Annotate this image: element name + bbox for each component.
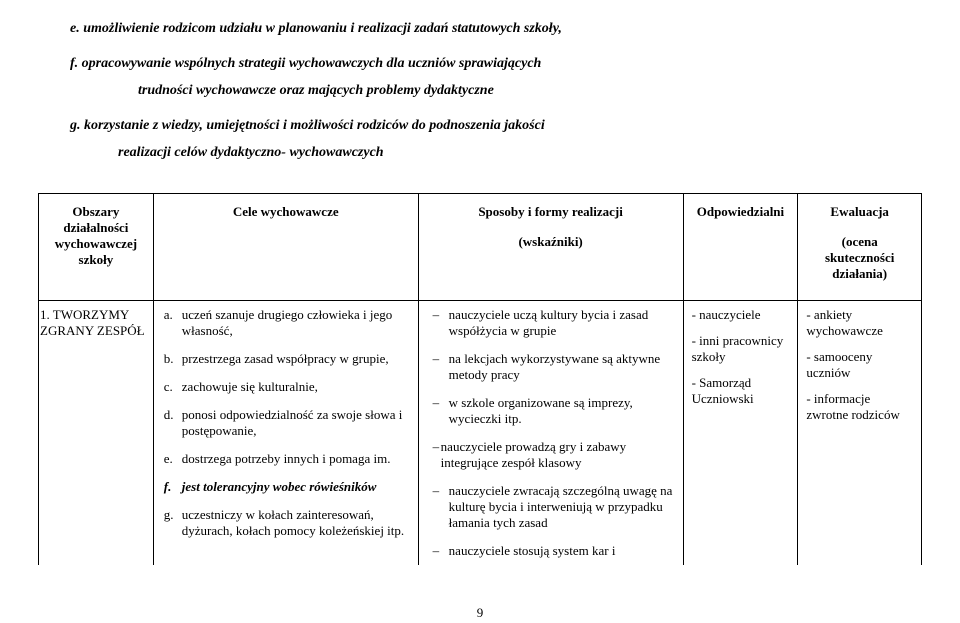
list-item-g-indent: realizacji celów dydaktyczno- wychowawcz… — [70, 142, 922, 163]
list-item-e: e. umożliwienie rodzicom udziału w plano… — [70, 18, 922, 39]
evaluation-item: - informacje zwrotne rodziców — [806, 391, 913, 423]
method-item: nauczyciele prowadzą gry i zabawy integr… — [427, 439, 675, 471]
header-text: Obszary — [45, 204, 147, 220]
area-text: ZGRANY ZESPÓŁ — [40, 323, 153, 339]
cell-evaluation: - ankiety wychowawcze - samooceny ucznió… — [798, 301, 922, 566]
cell-area: 1. TWORZYMY ZGRANY ZESPÓŁ — [39, 301, 154, 566]
responsible-item: - Samorząd Uczniowski — [692, 375, 790, 407]
header-evaluation: Ewaluacja (ocena skuteczności działania) — [798, 194, 922, 301]
table-row: 1. TWORZYMY ZGRANY ZESPÓŁ uczeń szanuje … — [39, 301, 922, 566]
header-text: działania) — [804, 266, 915, 282]
method-item: w szkole organizowane są imprezy, wyciec… — [427, 395, 675, 427]
header-methods: Sposoby i formy realizacji (wskaźniki) — [418, 194, 683, 301]
cell-responsible: - nauczyciele - inni pracownicy szkoły -… — [683, 301, 798, 566]
method-item: nauczyciele stosują system kar i — [427, 543, 675, 559]
header-text: (wskaźniki) — [425, 234, 677, 250]
evaluation-item: - samooceny uczniów — [806, 349, 913, 381]
responsible-item: - nauczyciele — [692, 307, 790, 323]
header-areas: Obszary działalności wychowawczej szkoły — [39, 194, 154, 301]
responsible-item: - inni pracownicy szkoły — [692, 333, 790, 365]
header-text: Sposoby i formy realizacji — [425, 204, 677, 220]
header-text: działalności — [45, 220, 147, 236]
area-text: 1. TWORZYMY — [40, 307, 153, 323]
goal-item: przestrzega zasad współpracy w grupie, — [162, 351, 410, 367]
method-item: nauczyciele zwracają szczególną uwagę na… — [427, 483, 675, 531]
page-number: 9 — [0, 605, 960, 621]
header-text: (ocena — [804, 234, 915, 250]
method-item: nauczyciele uczą kultury bycia i zasad w… — [427, 307, 675, 339]
evaluation-item: - ankiety wychowawcze — [806, 307, 913, 339]
header-text: szkoły — [45, 252, 147, 268]
header-goals: Cele wychowawcze — [153, 194, 418, 301]
goal-item: uczeń szanuje drugiego człowieka i jego … — [162, 307, 410, 339]
header-text: wychowawczej — [45, 236, 147, 252]
list-item-g: g. korzystanie z wiedzy, umiejętności i … — [70, 115, 922, 136]
cell-goals: uczeń szanuje drugiego człowieka i jego … — [153, 301, 418, 566]
table-header-row: Obszary działalności wychowawczej szkoły… — [39, 194, 922, 301]
list-item-f-indent: trudności wychowawcze oraz mających prob… — [70, 80, 922, 101]
goal-item: dostrzega potrzeby innych i pomaga im. — [162, 451, 410, 467]
cell-methods: nauczyciele uczą kultury bycia i zasad w… — [418, 301, 683, 566]
list-item-f: f. opracowywanie wspólnych strategii wyc… — [70, 53, 922, 74]
curriculum-table: Obszary działalności wychowawczej szkoły… — [38, 193, 922, 565]
goal-item: ponosi odpowiedzialność za swoje słowa i… — [162, 407, 410, 439]
goal-item: uczestniczy w kołach zainteresowań, dyżu… — [162, 507, 410, 539]
method-item: na lekcjach wykorzystywane są aktywne me… — [427, 351, 675, 383]
header-text: Ewaluacja — [804, 204, 915, 220]
goal-item: jest tolerancyjny wobec rówieśników — [162, 479, 410, 495]
goal-item: zachowuje się kulturalnie, — [162, 379, 410, 395]
header-text: skuteczności — [804, 250, 915, 266]
header-responsible: Odpowiedzialni — [683, 194, 798, 301]
